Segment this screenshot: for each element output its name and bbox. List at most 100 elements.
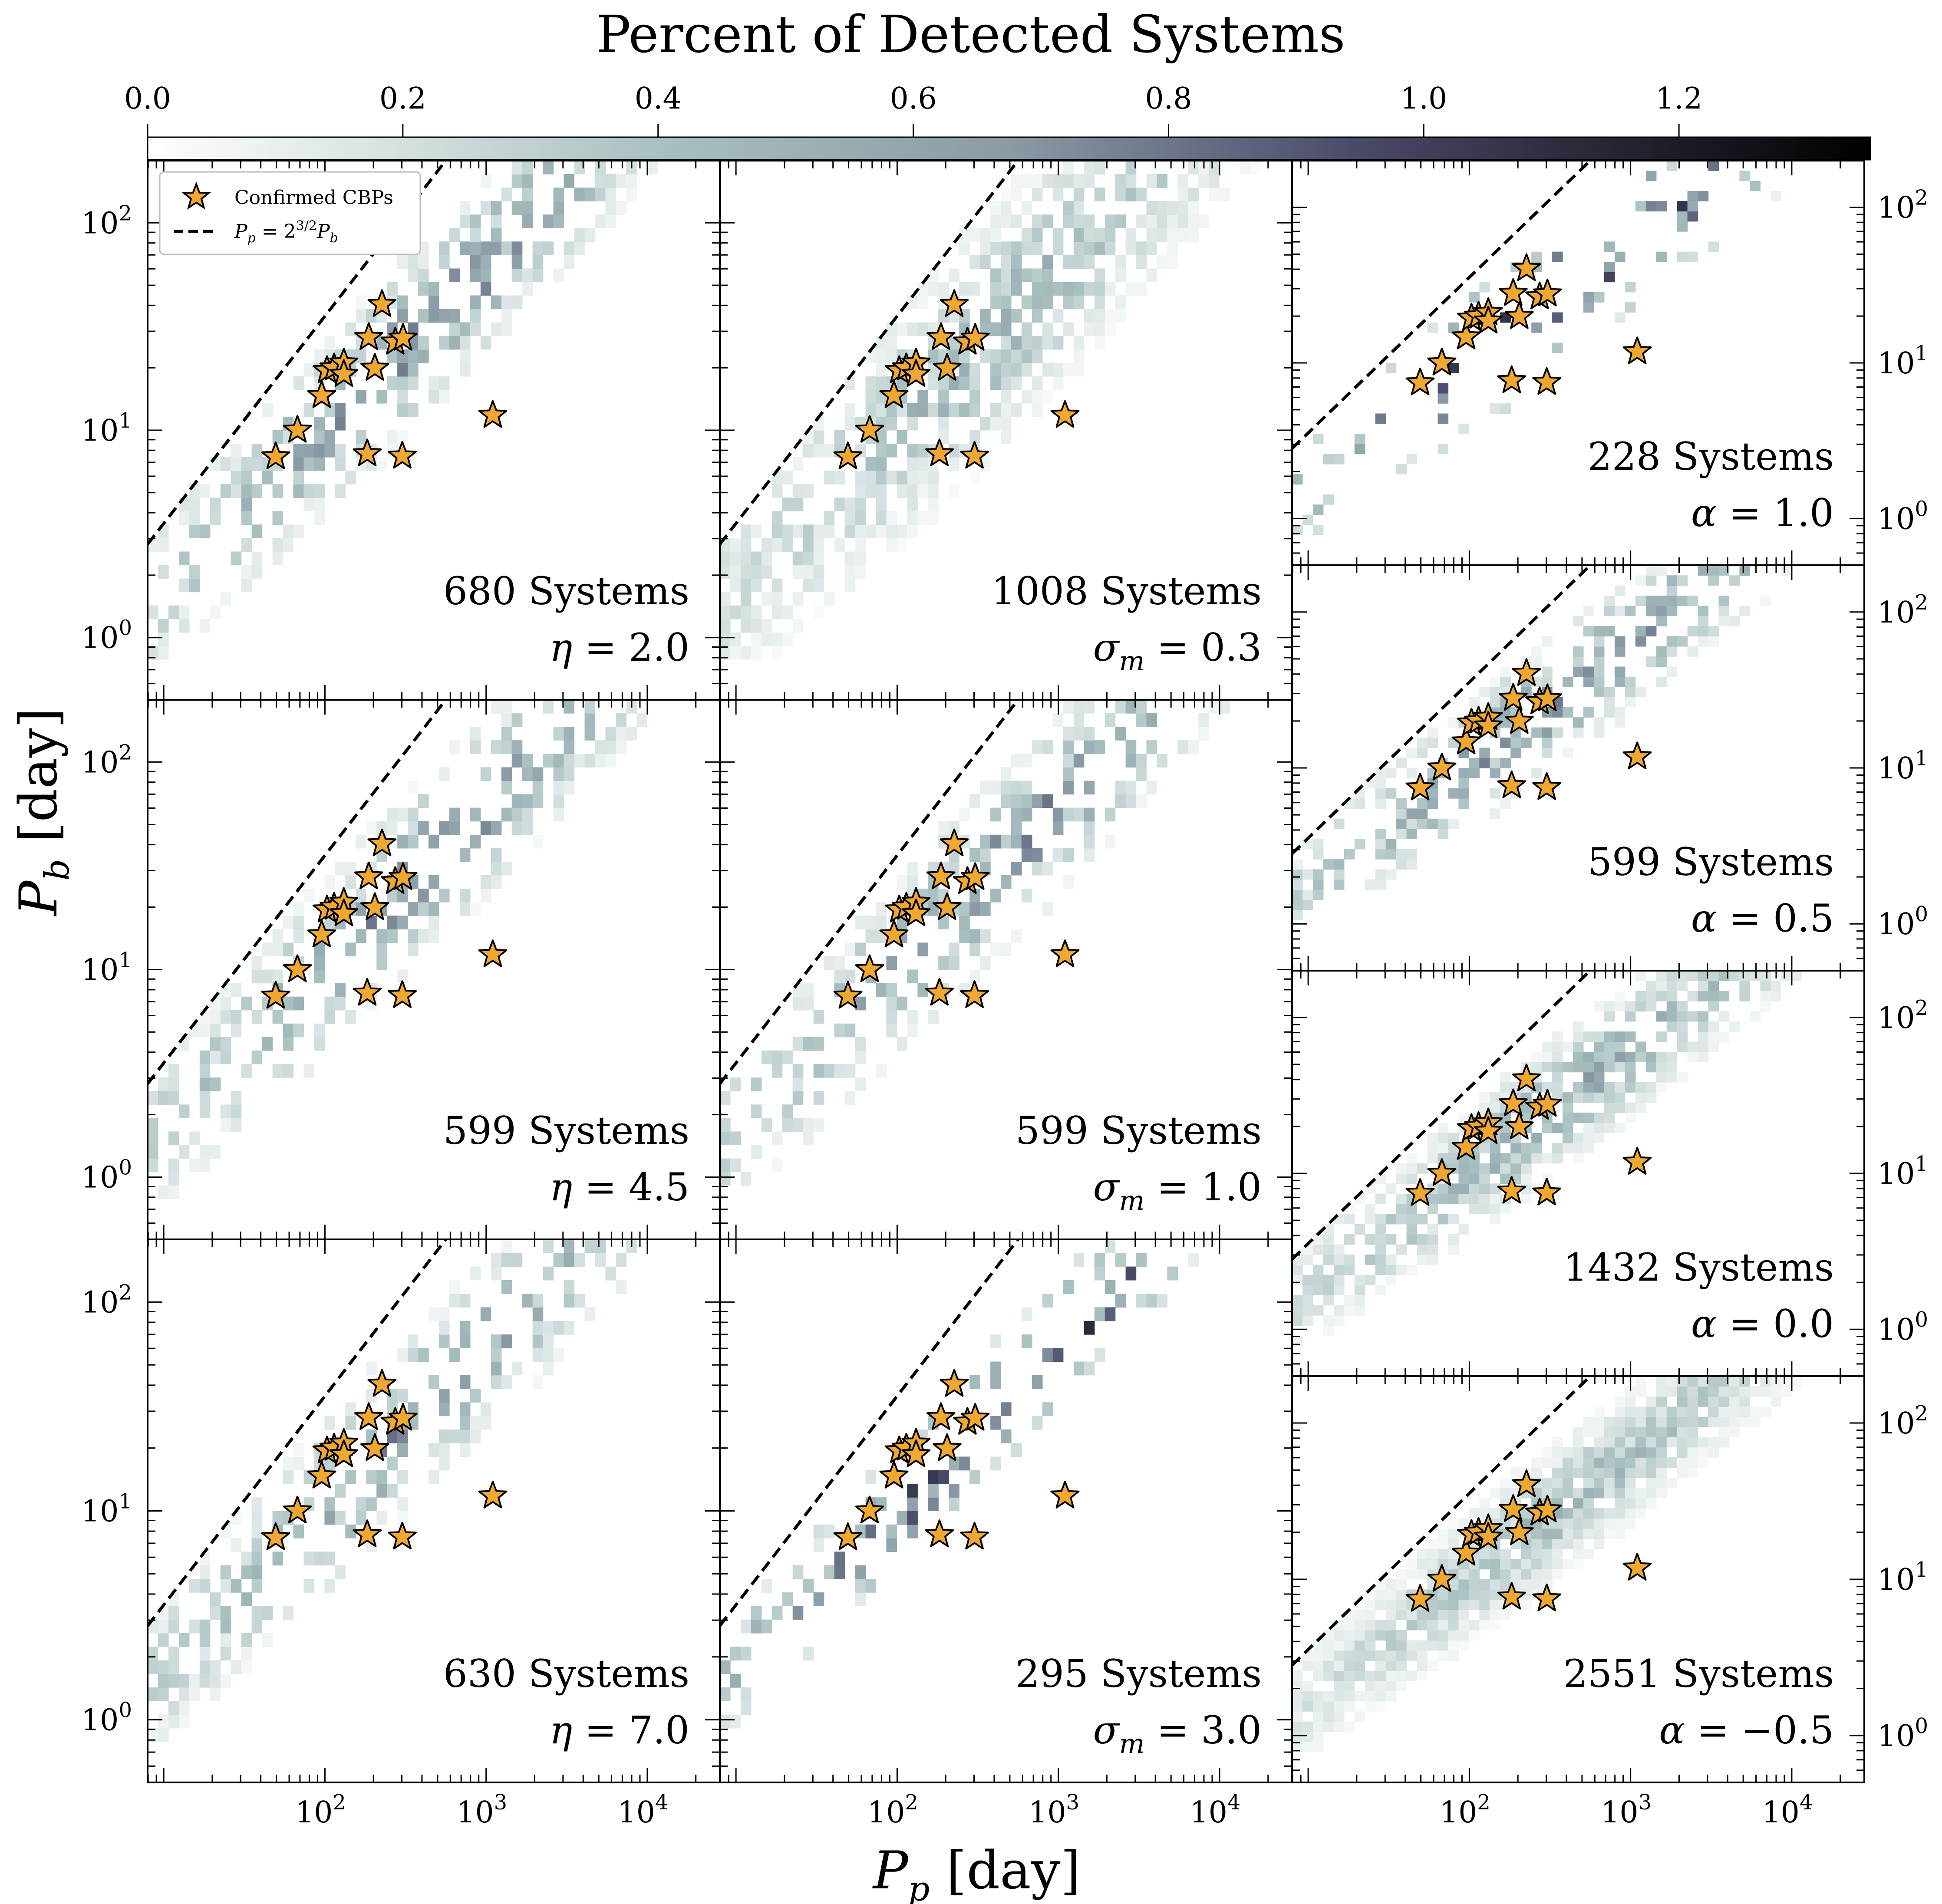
heatmap-cell (1500, 676, 1511, 687)
heatmap-cell (1302, 1660, 1313, 1671)
heatmap-cell (751, 565, 762, 579)
heatmap-cell (1084, 174, 1095, 188)
heatmap-cell (1323, 1721, 1334, 1732)
heatmap-cell (1469, 1193, 1480, 1204)
heatmap-cell (408, 1334, 419, 1348)
heatmap-cell (459, 214, 471, 228)
heatmap-cell (1125, 740, 1137, 754)
panel-parameter: σm = 0.3 (1093, 625, 1262, 677)
heatmap-cell (1448, 788, 1459, 799)
heatmap-cell (429, 916, 439, 929)
heatmap-cell (1563, 1488, 1573, 1499)
tick-label: 102 (1440, 1790, 1490, 1830)
heatmap-cell (1105, 322, 1116, 336)
heatmap-cell (262, 942, 273, 957)
heatmap-cell (626, 174, 637, 188)
heatmap-cell (1042, 268, 1053, 283)
heatmap-cell (1417, 1234, 1428, 1245)
heatmap-cell (511, 794, 523, 808)
heatmap-cell (1708, 565, 1719, 576)
heatmap-cell (1032, 336, 1043, 350)
cbp-star (354, 1402, 383, 1430)
stability-line (720, 161, 1020, 545)
panel-system-count: 2551 Systems (1563, 1651, 1834, 1696)
heatmap-cell (178, 1687, 190, 1701)
heatmap-cell (397, 389, 408, 404)
heatmap-cell (241, 1647, 252, 1661)
heatmap-cell (1625, 282, 1636, 293)
heatmap-cell (855, 1077, 866, 1091)
heatmap-cell (1094, 188, 1105, 201)
heatmap-cell (1458, 1224, 1469, 1235)
heatmap-cell (1427, 1254, 1438, 1265)
heatmap-cell (1438, 1640, 1449, 1651)
heatmap-cell (1635, 1092, 1646, 1103)
heatmap (1292, 565, 1792, 920)
heatmap-cell (1583, 1447, 1594, 1458)
heatmap-cell (1490, 1102, 1500, 1113)
heatmap-cell (439, 1402, 450, 1416)
heatmap-cell (886, 983, 897, 997)
heatmap-cell (1479, 1579, 1490, 1590)
heatmap-cell (1001, 309, 1012, 323)
heatmap-cell (855, 916, 866, 929)
heatmap-cell (1001, 376, 1012, 390)
heatmap-cell (1250, 161, 1261, 175)
heatmap-cell (605, 201, 616, 215)
heatmap-cell (1302, 1305, 1313, 1316)
colorbar-tick-label: 1.0 (1400, 82, 1447, 116)
heatmap-cell (917, 295, 928, 310)
heatmap-cell (553, 201, 564, 215)
heatmap-cell (418, 255, 429, 269)
heatmap-cell (1760, 1386, 1771, 1397)
heatmap-cell (969, 282, 980, 296)
heatmap-cell (876, 471, 887, 484)
heatmap-cell (376, 956, 387, 970)
heatmap-cell (1614, 1478, 1625, 1488)
heatmap-cell (1739, 1416, 1750, 1427)
cbp-star (855, 1496, 884, 1524)
heatmap-cell (1698, 1437, 1709, 1448)
heatmap-cell (1635, 1427, 1646, 1437)
heatmap-cell (1531, 1143, 1542, 1153)
heatmap-cell (1115, 268, 1126, 283)
heatmap-cell (1396, 1630, 1407, 1640)
heatmap-cell (449, 1294, 460, 1308)
heatmap-cell (1521, 1548, 1532, 1559)
heatmap-cell (772, 632, 783, 646)
heatmap-cell (834, 1064, 845, 1078)
heatmap-cell (1094, 322, 1105, 336)
heatmap-cell (1458, 1599, 1469, 1610)
heatmap-cell (1573, 717, 1584, 728)
heatmap-cell (761, 565, 772, 579)
heatmap-cell (730, 565, 741, 579)
heatmap-cell (907, 524, 918, 538)
heatmap-cell (397, 1348, 408, 1362)
cbp-star (329, 898, 359, 926)
heatmap-cell (1698, 1396, 1709, 1407)
heatmap-cell (501, 241, 512, 255)
heatmap-cell (251, 565, 263, 579)
heatmap-cell (907, 1483, 918, 1498)
heatmap-cell (1302, 1285, 1313, 1295)
cbp-star (855, 415, 884, 443)
heatmap-cell (1645, 626, 1657, 637)
heatmap-cell (782, 1104, 793, 1118)
heatmap-cell (1542, 636, 1553, 647)
heatmap-cell (1032, 349, 1043, 363)
heatmap-cell (1635, 1041, 1646, 1052)
heatmap-cell (220, 1578, 231, 1593)
cbp-star (960, 980, 989, 1008)
heatmap-cell (397, 916, 408, 929)
heatmap-cell (1666, 1437, 1678, 1448)
heatmap-cell (356, 430, 366, 444)
heatmap-cell (1593, 292, 1605, 303)
heatmap-cell (1645, 1457, 1657, 1468)
heatmap-cell (1625, 1508, 1636, 1519)
heatmap-cell (1302, 1732, 1313, 1742)
heatmap-cell (1084, 848, 1095, 862)
heatmap-cell (1427, 1538, 1438, 1549)
heatmap-cell (272, 511, 284, 525)
heatmap-cell (1573, 1457, 1584, 1468)
heatmap-cell (397, 376, 408, 390)
